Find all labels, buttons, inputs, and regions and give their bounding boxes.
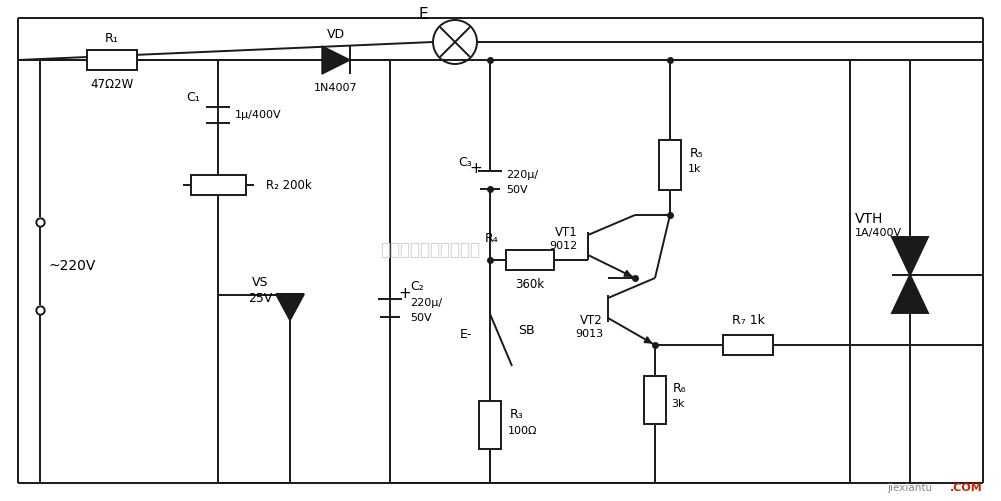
Text: C₂: C₂ <box>410 280 423 293</box>
Text: C₃: C₃ <box>458 155 472 168</box>
Text: R₅: R₅ <box>690 146 704 159</box>
Text: R₇ 1k: R₇ 1k <box>732 315 765 328</box>
Bar <box>506 250 554 270</box>
Text: R₄: R₄ <box>485 231 498 244</box>
Text: +: + <box>469 160 482 175</box>
Text: VTH: VTH <box>855 212 883 226</box>
Text: 50V: 50V <box>410 313 431 323</box>
Text: 220μ/: 220μ/ <box>410 298 442 308</box>
Text: 220μ/: 220μ/ <box>506 170 539 180</box>
Text: VT1: VT1 <box>556 225 578 238</box>
Text: VD: VD <box>327 28 345 41</box>
Text: 47Ω2W: 47Ω2W <box>90 78 133 91</box>
Text: 360k: 360k <box>516 278 545 291</box>
Bar <box>479 401 500 449</box>
Text: R₃: R₃ <box>510 408 524 421</box>
Text: 杭州将睿科技有限公司: 杭州将睿科技有限公司 <box>380 241 480 259</box>
Text: E-: E- <box>459 329 472 342</box>
Text: 50V: 50V <box>506 185 528 195</box>
Text: 1N4007: 1N4007 <box>314 83 357 93</box>
Text: ~220V: ~220V <box>48 259 96 273</box>
Bar <box>87 50 137 70</box>
Bar <box>659 140 681 190</box>
Text: VT2: VT2 <box>581 314 603 327</box>
Text: +: + <box>398 287 410 302</box>
Text: 100Ω: 100Ω <box>508 426 538 436</box>
Text: 1k: 1k <box>688 164 702 174</box>
Text: R₁: R₁ <box>105 32 119 45</box>
Text: E: E <box>418 7 427 22</box>
Polygon shape <box>276 294 304 320</box>
Text: 25V: 25V <box>248 292 272 305</box>
Polygon shape <box>892 275 928 313</box>
Text: C₁: C₁ <box>186 91 200 104</box>
Text: R₂ 200k: R₂ 200k <box>266 178 311 191</box>
Text: 3k: 3k <box>671 399 685 409</box>
Polygon shape <box>322 46 350 74</box>
Text: 9012: 9012 <box>550 241 578 251</box>
Text: 1μ/400V: 1μ/400V <box>234 110 281 120</box>
Bar <box>644 376 666 424</box>
Text: .COM: .COM <box>950 483 983 493</box>
Text: VS: VS <box>251 276 268 289</box>
Text: 9013: 9013 <box>575 329 603 339</box>
Text: 1A/400V: 1A/400V <box>855 228 902 238</box>
Polygon shape <box>892 237 928 275</box>
Text: SB: SB <box>518 324 535 337</box>
Text: R₆: R₆ <box>673 381 687 394</box>
Bar <box>190 175 245 195</box>
Text: jiexiantu: jiexiantu <box>888 483 933 493</box>
Bar <box>723 335 773 355</box>
